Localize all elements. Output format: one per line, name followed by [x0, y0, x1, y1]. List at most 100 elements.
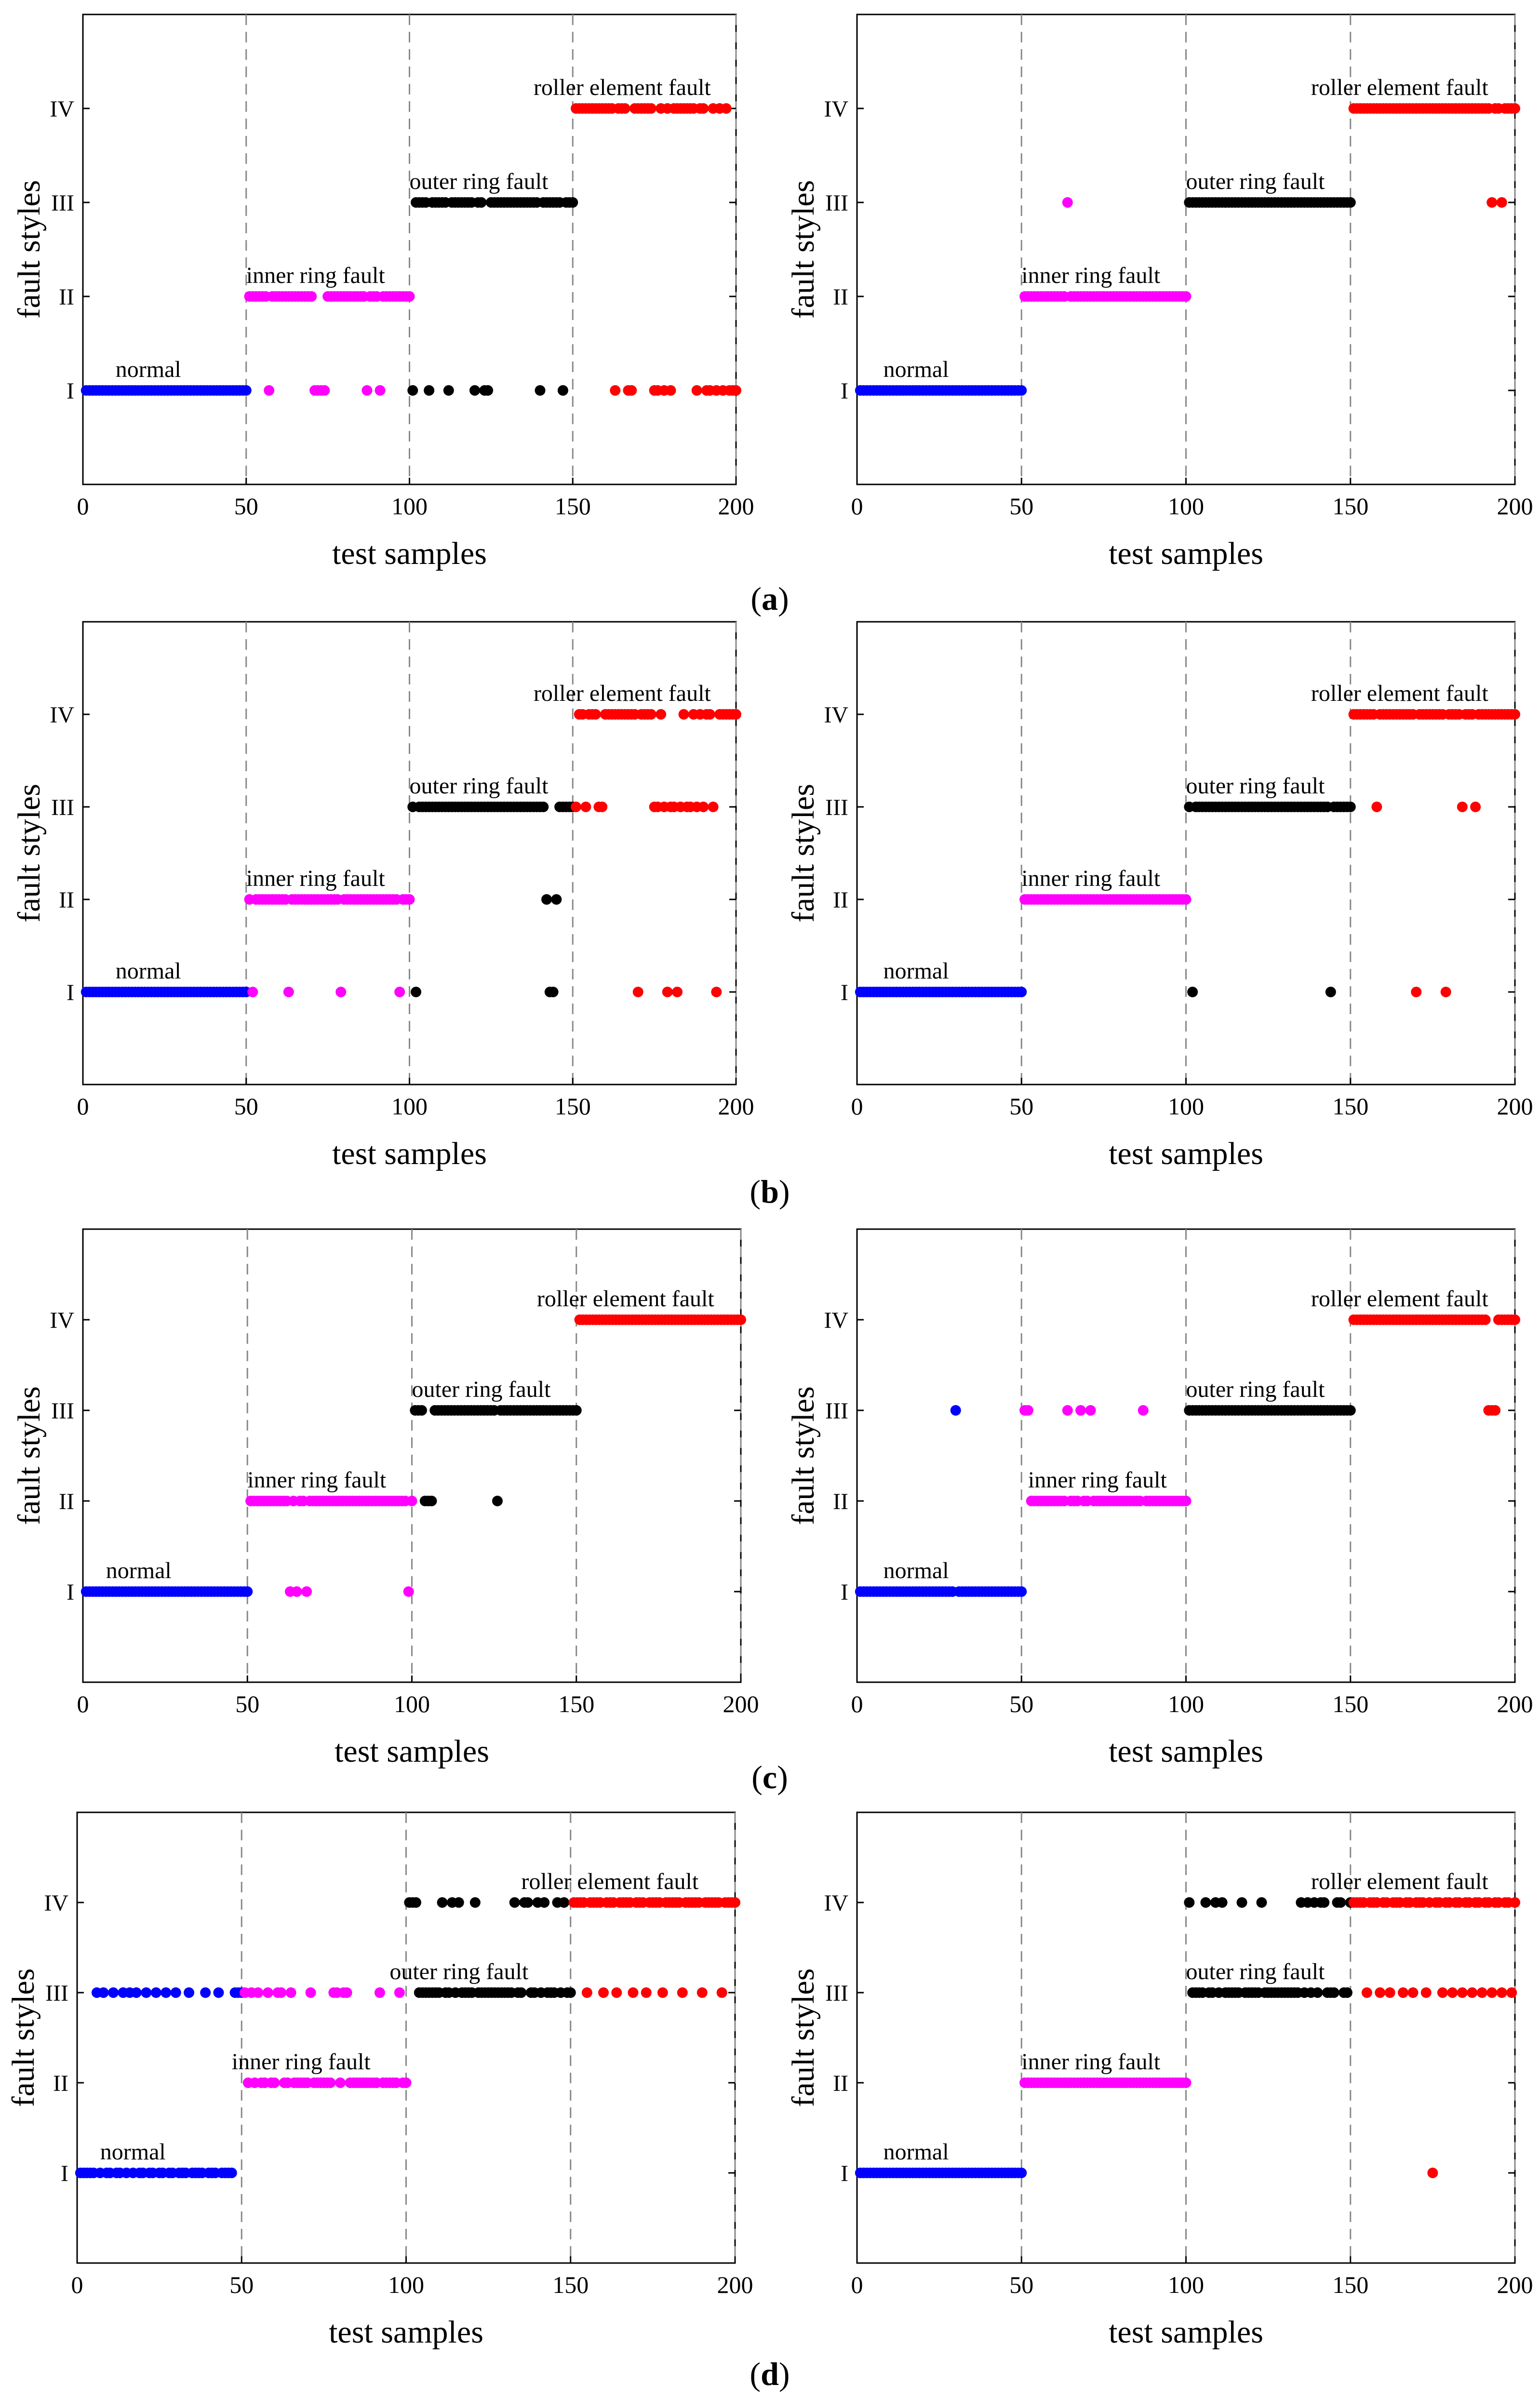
data-point	[731, 709, 741, 720]
data-point	[1180, 2077, 1192, 2088]
y-tick-label: II	[833, 887, 848, 913]
y-axis-label: fault styles	[786, 1386, 821, 1525]
y-tick-label: IV	[824, 96, 848, 122]
data-point	[645, 103, 656, 114]
annotation: inner ring fault	[1021, 2049, 1161, 2075]
data-point	[241, 385, 252, 396]
data-point	[131, 1987, 142, 1998]
x-tick-label: 100	[391, 1093, 428, 1120]
annotation: normal	[884, 357, 949, 382]
data-point	[1510, 1897, 1520, 1908]
y-tick-label: IV	[50, 702, 74, 728]
annotation: inner ring fault	[1021, 866, 1161, 891]
annotation: normal	[106, 1558, 172, 1583]
x-tick-label: 200	[1497, 1690, 1533, 1717]
data-point	[696, 1987, 708, 1998]
y-axis-label: fault styles	[12, 180, 47, 319]
annotation: outer ring fault	[410, 773, 549, 799]
data-point	[416, 1405, 427, 1416]
data-point	[1328, 1987, 1339, 1998]
data-point	[375, 385, 386, 396]
data-point	[1506, 1987, 1517, 1998]
x-tick-label: 100	[1168, 1093, 1204, 1120]
data-point	[469, 385, 480, 396]
annotation: normal	[884, 2139, 949, 2165]
y-tick-label: II	[59, 284, 74, 310]
annotation: normal	[100, 2139, 166, 2165]
data-point	[626, 385, 637, 396]
x-tick-label: 0	[851, 1093, 863, 1120]
data-point	[581, 1987, 592, 1998]
y-tick-label: I	[841, 1580, 848, 1605]
data-point	[1476, 1987, 1487, 1998]
data-point	[1510, 709, 1520, 720]
y-tick-label: IV	[824, 702, 848, 728]
x-tick-label: 50	[234, 493, 258, 520]
x-tick-label: 100	[388, 2271, 424, 2298]
x-tick-label: 200	[718, 493, 754, 520]
data-point	[1319, 1897, 1330, 1908]
data-point	[1345, 197, 1356, 208]
data-point	[213, 1987, 224, 1998]
x-tick-label: 200	[723, 1690, 759, 1717]
data-point	[404, 291, 415, 302]
y-tick-label: III	[45, 1981, 68, 2006]
data-point	[677, 1987, 688, 1998]
data-point	[264, 385, 275, 396]
panel-label: (a)	[750, 580, 789, 617]
y-axis-label: fault styles	[786, 784, 821, 923]
data-point	[557, 385, 568, 396]
data-point	[1016, 385, 1027, 396]
data-point	[704, 709, 715, 720]
data-point	[678, 709, 689, 720]
y-tick-label: I	[67, 1580, 74, 1605]
y-tick-label: I	[841, 980, 848, 1005]
x-tick-label: 50	[1009, 1093, 1033, 1120]
data-point	[411, 987, 422, 997]
annotation: normal	[884, 958, 949, 984]
x-tick-label: 0	[77, 1093, 89, 1120]
data-point	[1062, 197, 1073, 208]
data-point	[657, 1987, 668, 1998]
annotation: roller element fault	[537, 1286, 714, 1312]
data-point	[1467, 1987, 1478, 1998]
data-point	[291, 1586, 302, 1597]
data-point	[301, 1586, 312, 1597]
data-point	[610, 385, 621, 396]
data-point	[1375, 1987, 1386, 1998]
data-point	[1420, 1987, 1432, 1998]
data-point	[1062, 1405, 1073, 1416]
data-point	[665, 385, 676, 396]
data-point	[691, 385, 702, 396]
annotation: roller element fault	[1311, 75, 1488, 100]
data-point	[716, 1987, 727, 1998]
x-tick-label: 50	[235, 1690, 259, 1717]
data-point	[1345, 1405, 1356, 1416]
x-tick-label: 150	[552, 2271, 589, 2298]
y-tick-label: III	[51, 795, 74, 820]
data-point	[403, 1586, 414, 1597]
data-point	[269, 2077, 280, 2088]
y-tick-label: I	[67, 980, 74, 1005]
data-point	[619, 103, 630, 114]
x-tick-label: 150	[1332, 2271, 1368, 2298]
data-point	[437, 1897, 448, 1908]
x-axis-label: test samples	[1109, 2315, 1263, 2350]
data-point	[736, 1314, 746, 1325]
annotation: roller element fault	[1311, 681, 1488, 706]
data-point	[721, 103, 732, 114]
x-tick-label: 50	[1009, 1690, 1033, 1717]
data-point	[1411, 987, 1422, 997]
data-point	[1256, 1897, 1267, 1908]
data-point	[305, 1987, 316, 1998]
data-point	[1480, 1314, 1491, 1325]
data-point	[374, 1987, 385, 1998]
data-point	[730, 1897, 740, 1908]
data-point	[276, 1987, 287, 1998]
data-point	[426, 1496, 437, 1506]
data-point	[590, 709, 601, 720]
data-point	[262, 1987, 273, 1998]
